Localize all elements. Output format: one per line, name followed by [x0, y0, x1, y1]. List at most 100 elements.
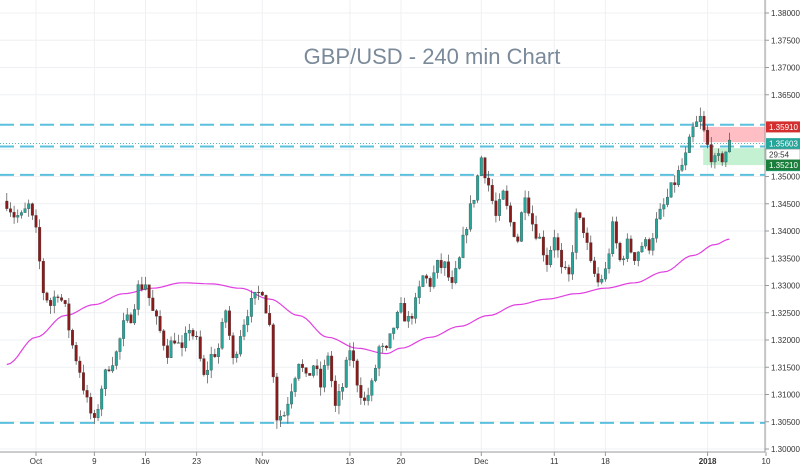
x-tick-label: 13 [345, 457, 354, 466]
candle-body [333, 380, 337, 406]
candle-body [607, 253, 611, 269]
price-tag: 1.35210 [766, 159, 800, 171]
candle-body [629, 238, 633, 253]
candle-body [406, 316, 410, 322]
price-tag-label: 29:54 [769, 151, 790, 160]
candle-body [706, 130, 710, 145]
candle-body [118, 338, 122, 352]
candle-body [582, 217, 585, 234]
candle-body [530, 213, 534, 225]
candle-body [552, 237, 556, 251]
candle-body [30, 203, 34, 216]
candle-body [647, 239, 651, 251]
candle-body [498, 199, 501, 216]
x-tick-label: 20 [397, 457, 406, 466]
candle-body [501, 190, 505, 200]
candle-body [538, 236, 542, 239]
y-tick-label: 1.33000 [771, 282, 800, 291]
candle-body [720, 153, 724, 163]
candle-body [271, 324, 275, 378]
candle-body [246, 316, 250, 326]
candle-body [454, 268, 458, 283]
candle-body [308, 373, 312, 376]
candle-body [238, 336, 242, 355]
candle-body [483, 157, 487, 179]
candle-body [52, 296, 56, 306]
candle-body [658, 208, 662, 220]
candle-body [111, 365, 115, 372]
candle-body [560, 249, 564, 268]
candle-body [534, 224, 538, 239]
candle-body [687, 136, 691, 153]
candle-body [122, 320, 126, 339]
candle-body [264, 295, 268, 314]
x-tick-label: Dec [474, 457, 488, 466]
candle-body [63, 300, 67, 304]
candle-body [571, 252, 574, 275]
candle-body [512, 221, 516, 237]
price-tag: 1.35910 [766, 121, 800, 133]
candle-body [395, 311, 399, 329]
candle-body [257, 291, 261, 294]
candle-body [173, 340, 177, 344]
candle-body [147, 284, 151, 299]
candle-body [709, 144, 713, 163]
candle-body [417, 286, 421, 298]
candle-body [151, 297, 155, 311]
price-tag-label: 1.35910 [769, 123, 798, 132]
candle-body [520, 212, 523, 242]
candle-body [209, 354, 213, 371]
candle-body [304, 367, 308, 374]
price-tag-label: 1.35603 [769, 140, 798, 149]
y-tick-label: 1.31500 [771, 363, 800, 372]
resistance-zone [703, 126, 765, 143]
candle-body [468, 203, 472, 230]
x-tick-label: Oct [30, 457, 43, 466]
x-tick-label: 2018 [699, 457, 717, 466]
candle-body [684, 152, 688, 166]
x-tick-label: 10 [762, 457, 771, 466]
candle-body [12, 212, 16, 218]
candle-body [425, 275, 428, 279]
candle-body [45, 292, 49, 301]
candle-body [206, 369, 209, 375]
candle-body [165, 345, 169, 358]
candle-body [187, 330, 191, 334]
candle-body [432, 272, 436, 287]
price-tag-label: 1.35210 [769, 161, 798, 170]
candle-body [38, 227, 42, 262]
y-tick-label: 1.36500 [771, 91, 800, 100]
candle-body [636, 251, 640, 261]
candle-body [56, 296, 60, 298]
y-tick-label: 1.34500 [771, 200, 800, 209]
candle-body [585, 232, 589, 243]
candle-body [651, 238, 655, 251]
candle-body [567, 267, 571, 275]
price-tag: 1.35603 [766, 138, 800, 150]
candle-body [603, 268, 607, 280]
y-tick-label: 1.30500 [771, 418, 800, 427]
price-tag-box [766, 121, 800, 133]
candle-body [311, 365, 315, 376]
candle-body [465, 229, 469, 236]
candle-body [78, 360, 82, 373]
candle-body [644, 239, 647, 247]
candle-body [92, 413, 96, 418]
candle-body [114, 351, 118, 366]
candle-body [322, 365, 326, 388]
candle-body [129, 314, 133, 324]
candle-body [297, 363, 301, 379]
candles [5, 107, 731, 429]
candle-body [293, 378, 297, 392]
y-tick-label: 1.33500 [771, 254, 800, 263]
candle-body [202, 358, 206, 375]
candle-body [227, 310, 231, 336]
candle-body [545, 254, 549, 265]
candle-body [140, 284, 144, 290]
candle-body [370, 380, 374, 396]
candle-body [680, 164, 684, 171]
y-tick-label: 1.37000 [771, 64, 800, 73]
candle-body [673, 182, 677, 186]
